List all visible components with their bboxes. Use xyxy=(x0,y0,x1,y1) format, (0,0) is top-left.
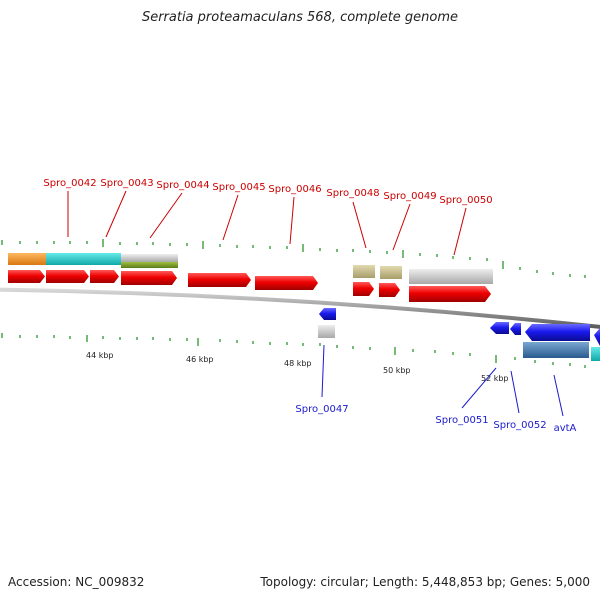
gene-label-spro-0049[interactable]: Spro_0049 xyxy=(383,191,436,202)
feature-bar-khaki[interactable] xyxy=(353,265,375,278)
accession-label: Accession: NC_009832 xyxy=(8,575,145,589)
forward-label-leaders xyxy=(67,190,467,256)
cds-arrow-reverse[interactable] xyxy=(319,308,336,320)
reverse-tick-track xyxy=(1,333,586,368)
feature-bar-olive[interactable] xyxy=(121,262,178,268)
feature-bar-gray[interactable] xyxy=(318,325,335,338)
cds-arrow-reverse[interactable] xyxy=(510,323,521,335)
feature-bar-orange[interactable] xyxy=(8,253,46,265)
scale-label-44kbp: 44 kbp xyxy=(86,351,114,360)
feature-bar-steelblue[interactable] xyxy=(523,342,589,358)
feature-bar-gray[interactable] xyxy=(121,254,178,262)
cds-arrow-reverse[interactable] xyxy=(594,328,600,346)
cds-arrow-forward[interactable] xyxy=(90,270,119,283)
forward-cds-arrows[interactable] xyxy=(8,270,491,302)
gene-label-spro-0050[interactable]: Spro_0050 xyxy=(439,195,492,206)
scale-label-50kbp: 50 kbp xyxy=(383,366,411,375)
gene-label-spro-0052[interactable]: Spro_0052 xyxy=(493,420,546,431)
forward-gene-labels: Spro_0042 Spro_0043 Spro_0044 Spro_0045 … xyxy=(43,178,492,206)
cds-arrow-forward[interactable] xyxy=(121,271,177,285)
gene-label-spro-0051[interactable]: Spro_0051 xyxy=(435,415,488,426)
forward-tick-track xyxy=(1,239,586,278)
cds-arrow-forward[interactable] xyxy=(379,283,400,297)
gene-label-avta[interactable]: avtA xyxy=(554,423,577,434)
cds-arrow-forward[interactable] xyxy=(188,273,251,287)
cds-arrow-forward[interactable] xyxy=(46,270,89,283)
map-title: Serratia proteamaculans 568, complete ge… xyxy=(141,10,459,25)
cds-arrow-forward[interactable] xyxy=(409,286,491,302)
reverse-gene-labels: Spro_0047 Spro_0051 Spro_0052 avtA xyxy=(295,404,576,434)
gene-label-spro-0045[interactable]: Spro_0045 xyxy=(212,182,265,193)
gene-label-spro-0044[interactable]: Spro_0044 xyxy=(156,180,209,191)
scale-label-46kbp: 46 kbp xyxy=(186,355,214,364)
cds-arrow-forward[interactable] xyxy=(8,270,45,283)
cds-arrow-reverse[interactable] xyxy=(490,322,509,334)
cds-arrow-forward[interactable] xyxy=(353,282,374,296)
forward-feature-bars[interactable] xyxy=(8,253,493,284)
scale-label-52kbp: 52 kbp xyxy=(481,374,509,383)
gene-label-spro-0047[interactable]: Spro_0047 xyxy=(295,404,348,415)
feature-bar-cyan[interactable] xyxy=(591,347,600,361)
gene-label-spro-0042[interactable]: Spro_0042 xyxy=(43,178,96,189)
gene-label-spro-0046[interactable]: Spro_0046 xyxy=(268,184,321,195)
genome-summary: Topology: circular; Length: 5,448,853 bp… xyxy=(260,575,590,589)
genome-backbone xyxy=(0,287,600,329)
feature-bar-khaki[interactable] xyxy=(380,266,402,279)
gene-label-spro-0043[interactable]: Spro_0043 xyxy=(100,178,153,189)
scale-label-48kbp: 48 kbp xyxy=(284,359,312,368)
gene-label-spro-0048[interactable]: Spro_0048 xyxy=(326,188,379,199)
feature-bar-gray[interactable] xyxy=(409,269,493,284)
feature-bar-cyan[interactable] xyxy=(46,253,121,265)
reverse-cds-arrows[interactable] xyxy=(318,308,600,361)
cds-arrow-reverse[interactable] xyxy=(525,324,590,341)
reverse-label-leaders xyxy=(321,344,564,417)
cds-arrow-forward[interactable] xyxy=(255,276,318,290)
